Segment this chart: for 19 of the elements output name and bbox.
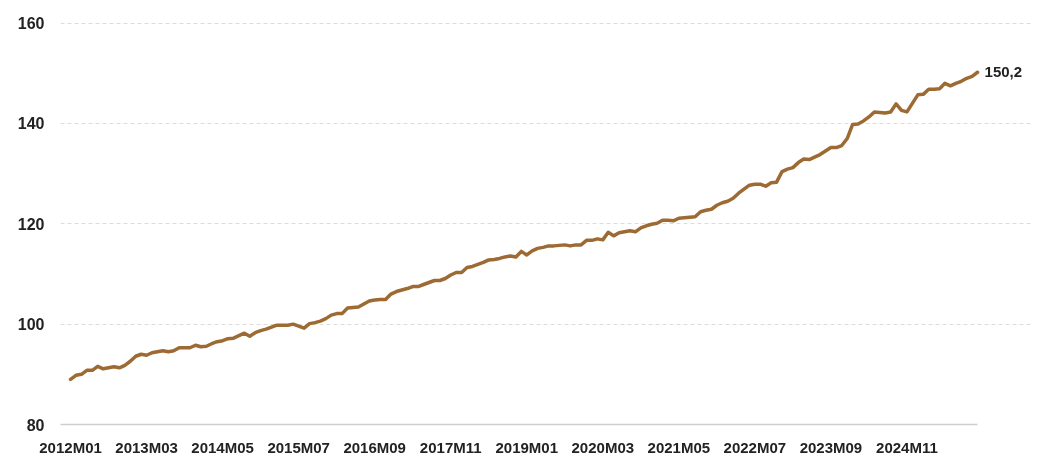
data-label: 150,2 xyxy=(984,63,1023,81)
x-tick-label: 2024M11 xyxy=(876,438,938,456)
x-tick-label: 2013M03 xyxy=(115,438,178,456)
x-tick-label: 2016M09 xyxy=(343,438,406,456)
y-tick-label: 140 xyxy=(17,115,45,133)
y-tick-label: 100 xyxy=(17,316,45,334)
x-tick-label: 2021M05 xyxy=(647,438,711,456)
x-tick-label: 2017M11 xyxy=(419,438,482,456)
x-tick-label: 2015M07 xyxy=(267,438,330,456)
x-tick-label: 2023M09 xyxy=(799,438,863,456)
y-tick-label: 160 xyxy=(17,15,45,33)
x-tick-label: 2020M03 xyxy=(571,438,635,456)
x-tick-label: 2019M01 xyxy=(495,438,559,456)
x-tick-label: 2014M05 xyxy=(191,438,254,456)
y-tick-label: 120 xyxy=(17,215,45,233)
x-tick-label: 2012M01 xyxy=(39,438,102,456)
line-series xyxy=(68,70,980,382)
y-tick-label: 80 xyxy=(26,416,45,434)
x-tick-label: 2022M07 xyxy=(723,438,787,456)
